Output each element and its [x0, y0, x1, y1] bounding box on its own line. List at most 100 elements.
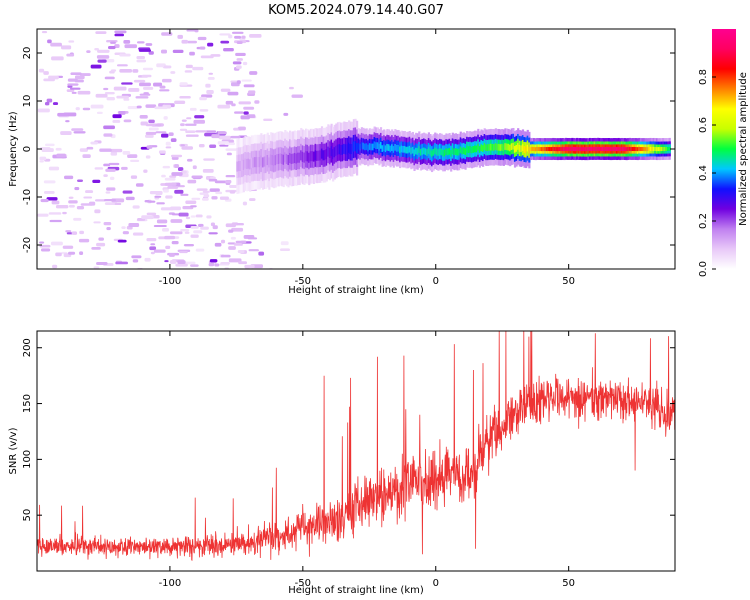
ridge-cell: [469, 146, 472, 153]
ridge-cell: [356, 143, 359, 154]
noise-cell: [206, 215, 212, 219]
ridge-cell: [448, 147, 451, 155]
noise-cell: [174, 189, 184, 194]
noise-cell: [224, 142, 236, 146]
noise-cell: [110, 148, 123, 153]
ridge-cell: [667, 146, 670, 151]
noise-cell: [156, 63, 166, 68]
ridge-cell: [320, 148, 324, 159]
noise-cell: [96, 242, 106, 247]
noise-cell: [103, 125, 115, 130]
noise-cell: [170, 219, 183, 223]
noise-cell: [190, 205, 197, 208]
noise-cell: [96, 111, 103, 114]
noise-cell: [43, 71, 49, 75]
noise-cell: [128, 223, 140, 227]
ridge-cell: [636, 147, 639, 152]
noise-cell: [198, 223, 204, 228]
ridge-cell: [668, 146, 671, 151]
ridge-cell: [623, 147, 627, 152]
colorbar-tick-label: 0.6: [698, 117, 709, 133]
ridge-cell: [293, 152, 296, 164]
ridge-cell: [555, 147, 558, 152]
noise-cell: [236, 223, 244, 226]
noise-cell: [117, 239, 127, 243]
ridge-cell: [343, 143, 346, 154]
ridge-cell: [584, 147, 587, 152]
noise-cell: [99, 148, 112, 152]
noise-cell: [249, 71, 258, 75]
noise-cell: [146, 123, 156, 126]
noise-cell: [229, 190, 236, 194]
noise-cell: [98, 237, 104, 241]
ridge-cell: [359, 143, 362, 151]
noise-cell: [146, 238, 157, 242]
noise-cell: [135, 96, 149, 99]
noise-cell: [167, 185, 179, 189]
noise-cell: [178, 212, 189, 217]
ridge-cell: [612, 146, 615, 151]
noise-cell: [164, 177, 176, 181]
noise-cell: [43, 191, 55, 194]
ridge-cell: [615, 147, 619, 152]
ridge-cell: [244, 158, 247, 169]
ridge-cell: [566, 146, 569, 151]
noise-cell: [240, 115, 250, 120]
ridge-cell: [657, 147, 660, 152]
ridge-cell: [284, 152, 287, 163]
noise-cell: [159, 85, 166, 89]
noise-cell: [95, 199, 106, 202]
noise-cell: [212, 225, 218, 230]
ridge-cell: [442, 149, 445, 157]
noise-cell: [45, 143, 55, 147]
snr-frame: [36, 330, 676, 572]
noise-cell: [225, 180, 232, 184]
noise-cell: [94, 167, 104, 170]
noise-cell: [225, 223, 236, 228]
noise-cell: [217, 131, 227, 135]
ridge-cell: [587, 147, 590, 152]
noise-cell: [94, 47, 99, 51]
ridge-cell: [523, 146, 526, 153]
noise-cell: [198, 143, 205, 148]
ridge-cell: [620, 146, 623, 151]
ridge-cell: [309, 151, 312, 162]
ridge-cell: [625, 147, 628, 152]
noise-cell: [127, 106, 139, 110]
noise-cell: [169, 231, 183, 235]
ridge-cell: [517, 143, 520, 150]
noise-cell: [108, 45, 116, 50]
ridge-cell: [646, 147, 649, 152]
noise-cell: [110, 69, 117, 72]
noise-cell: [161, 174, 166, 178]
noise-cell: [186, 117, 192, 120]
ridge-cell: [427, 147, 430, 154]
noise-cell: [118, 111, 126, 115]
noise-cell: [183, 243, 194, 247]
noise-cell: [201, 197, 209, 201]
noise-cell: [112, 114, 122, 119]
noise-cell: [131, 255, 142, 259]
ridge-cell: [295, 153, 298, 164]
noise-cell: [189, 107, 197, 111]
noise-cell: [136, 59, 147, 63]
ridge-cell: [568, 146, 571, 151]
ridge-cell: [443, 149, 446, 157]
ridge-cell: [282, 154, 285, 165]
noise-cell: [44, 101, 50, 106]
ridge-cell: [317, 150, 320, 161]
ridge-cell: [354, 141, 357, 152]
x-tick-label: -100: [159, 578, 182, 589]
ridge-cell: [379, 142, 383, 149]
ridge-cell: [470, 146, 474, 154]
ridge-cell: [395, 144, 399, 152]
spectrogram-y-label: Frequency (Hz): [8, 111, 19, 187]
noise-cell: [114, 44, 120, 49]
noise-cell: [90, 64, 102, 69]
noise-cell: [154, 195, 162, 198]
noise-cell: [144, 257, 151, 262]
noise-cell: [153, 82, 163, 87]
ridge-cell: [542, 147, 545, 152]
noise-cell: [60, 131, 72, 136]
